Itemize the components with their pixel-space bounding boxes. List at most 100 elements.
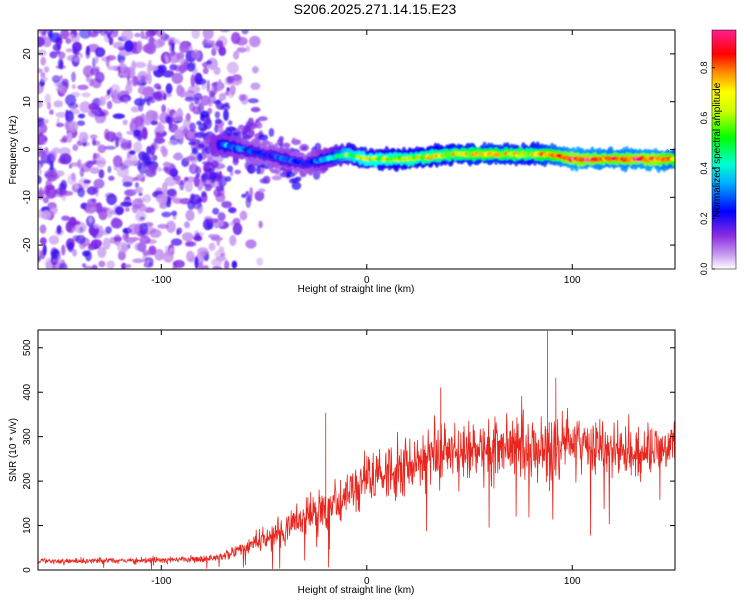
spectrogram-scatter-cell — [224, 102, 230, 107]
spectrogram-noise-cell — [93, 223, 100, 229]
spectrogram-noise-cell — [229, 234, 237, 247]
spectrogram-noise-cell — [52, 43, 61, 52]
spectrogram-noise-cell — [90, 239, 102, 248]
spectrogram-noise-cell — [113, 236, 123, 242]
snr-frame — [37, 329, 676, 571]
colorbar-tick-label: 0.4 — [699, 162, 709, 175]
spectrogram-noise-cell — [99, 96, 106, 107]
spectrogram-noise-cell — [151, 110, 159, 123]
spectrogram-noise-cell — [121, 30, 134, 41]
spectrogram-noise-cell — [49, 203, 58, 215]
spectrogram-scatter-cell — [271, 175, 282, 181]
spectrogram-noise-cell — [213, 66, 221, 76]
spectrogram-noise-cell — [133, 141, 143, 153]
spectrogram-scatter-cell — [196, 152, 203, 162]
spectrogram-scatter-cell — [245, 134, 251, 140]
spectrogram-scatter-cell — [201, 190, 207, 198]
spectrogram-noise-cell — [189, 164, 193, 170]
spectrogram-noise-cell — [132, 258, 145, 264]
spectrogram-noise-cell — [108, 36, 114, 46]
colorbar-tick-label: 0.6 — [699, 112, 709, 125]
spectrogram-noise-cell — [105, 226, 112, 234]
spectrogram-scatter-cell — [226, 165, 234, 173]
spectrogram-noise-cell — [231, 74, 243, 86]
spectrogram-noise-cell — [152, 91, 163, 100]
spectrogram-noise-cell — [167, 51, 180, 64]
spectrogram-track-core — [670, 156, 675, 162]
spectrogram-noise-cell — [169, 247, 175, 253]
spectrogram-scatter-cell — [247, 117, 255, 127]
spectrogram-scatter-cell — [268, 127, 275, 137]
spectrogram-noise-cell — [76, 120, 86, 126]
spectrogram-noise-cell — [65, 38, 72, 44]
spectrogram-noise-cell — [79, 30, 92, 39]
spectrogram-noise-cell — [74, 57, 81, 63]
spectrogram-noise-cell — [112, 113, 125, 119]
spectrogram-scatter-cell — [210, 179, 216, 184]
spectrogram-noise-cell — [83, 179, 91, 184]
spectrogram-noise-cell — [256, 257, 264, 266]
spectrogram-noise-cell — [193, 175, 200, 188]
spectrogram-noise-cell — [123, 40, 134, 53]
spectrogram-noise-cell — [156, 123, 165, 134]
spectrogram-noise-cell — [134, 115, 145, 127]
spectrogram-noise-cell — [38, 248, 41, 257]
spectrogram-ytick-label: -20 — [22, 237, 33, 252]
spectrogram-noise-cell — [85, 160, 94, 169]
spectrogram-noise-cell — [185, 209, 195, 221]
spectrogram-scatter-cell — [216, 174, 222, 180]
spectrogram-noise-cell — [165, 250, 171, 257]
colorbar-label: Normalized spectral amplitude — [712, 82, 723, 217]
spectrogram-noise-cell — [226, 87, 230, 92]
spectrogram-noise-cell — [38, 119, 44, 127]
spectrogram-noise-cell — [236, 47, 247, 53]
spectrogram-noise-cell — [38, 146, 44, 158]
spectrogram-noise-cell — [38, 175, 42, 185]
spectrogram-noise-cell — [191, 49, 200, 60]
spectrogram-noise-cell — [167, 140, 179, 146]
spectrogram-scatter-cell — [291, 181, 302, 190]
spectrogram-noise-cell — [235, 36, 248, 46]
spectrogram-noise-cell — [134, 242, 147, 252]
spectrogram-noise-cell — [65, 48, 74, 53]
spectrogram-noise-cell — [135, 211, 147, 222]
spectrogram-noise-cell — [174, 129, 184, 140]
spectrogram-scatter-cell — [213, 100, 222, 105]
spectrogram-noise-cell — [223, 109, 229, 121]
spectrogram-noise-cell — [112, 41, 125, 49]
spectrogram-ylabel: Frequency (Hz) — [8, 116, 19, 185]
spectrogram-noise-cell — [122, 119, 128, 126]
spectrogram-scatter-cell — [201, 173, 208, 182]
spectrogram-noise-cell — [202, 30, 214, 40]
spectrogram-noise-cell — [117, 241, 130, 253]
spectrogram-noise-cell — [157, 85, 162, 90]
spectrogram-noise-cell — [206, 60, 212, 65]
spectrogram-noise-cell — [89, 134, 98, 140]
spectrogram-noise-cell — [173, 259, 185, 269]
spectrogram-scatter-cell — [228, 120, 233, 126]
spectrogram-noise-cell — [190, 74, 196, 87]
spectrogram-scatter-cell — [282, 142, 291, 149]
spectrogram-noise-cell — [106, 100, 113, 110]
spectrogram-noise-cell — [121, 142, 131, 149]
spectrogram-noise-cell — [258, 116, 268, 122]
spectrogram-scatter-cell — [189, 122, 196, 132]
spectrogram-noise-cell — [46, 153, 56, 165]
spectrogram-scatter-cell — [208, 171, 218, 181]
spectrogram-noise-cell — [81, 92, 91, 98]
spectrogram-scatter-cell — [291, 137, 297, 144]
spectrogram-noise-cell — [38, 163, 42, 171]
spectrogram-noise-cell — [231, 260, 238, 269]
spectrogram-noise-cell — [90, 67, 100, 76]
spectrogram-noise-cell — [148, 59, 152, 70]
spectrogram-noise-cell — [87, 109, 100, 118]
spectrogram-noise-cell — [200, 95, 211, 106]
spectrogram-noise-cell — [92, 30, 104, 34]
spectrogram-noise-cell — [107, 165, 112, 174]
spectrogram-noise-cell — [71, 84, 76, 90]
spectrogram-scatter-cell — [200, 132, 205, 137]
spectrogram-noise-cell — [150, 120, 158, 126]
spectrogram-noise-cell — [104, 145, 116, 150]
spectrogram-noise-cell — [113, 89, 119, 100]
spectrogram-noise-cell — [79, 52, 83, 59]
